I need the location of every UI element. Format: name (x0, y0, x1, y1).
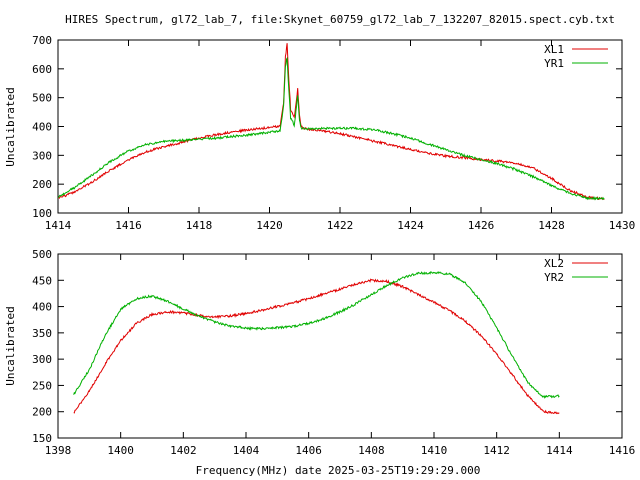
x-tick-label: 1402 (170, 444, 197, 457)
y-tick-label: 100 (32, 207, 52, 220)
top-spectrum-panel: 1414 1416 1418 1420 1422 1424 1426 1428 1430 100 2… (4, 34, 635, 232)
series-line-xl2 (73, 278, 560, 415)
y-tick-label: 450 (32, 274, 52, 287)
y-tick-label: 200 (32, 406, 52, 419)
x-tick-label: 1406 (295, 444, 322, 457)
y-axis-label: Uncalibrated (4, 306, 17, 385)
figure-title: HIRES Spectrum, gl72_lab_7, file:Skynet_… (65, 13, 615, 26)
y-axis-label: Uncalibrated (4, 87, 17, 166)
x-tick-label: 1404 (233, 444, 260, 457)
legend-label-xl2: XL2 (544, 257, 564, 270)
x-tick-label: 1400 (107, 444, 134, 457)
y-tick-label: 300 (32, 149, 52, 162)
x-tick-label: 1412 (483, 444, 510, 457)
x-tick-label: 1398 (45, 444, 72, 457)
y-tick-label: 500 (32, 92, 52, 105)
legend-label-xl1: XL1 (544, 43, 564, 56)
legend-label-yr2: YR2 (544, 271, 564, 284)
y-tick-label: 700 (32, 34, 52, 47)
x-tick-label: 1416 (115, 219, 142, 232)
x-tick-label: 1418 (186, 219, 213, 232)
x-axis-label: Frequency(MHz) date 2025-03-25T19:29:29.… (196, 464, 481, 477)
x-tick-label: 1414 (546, 444, 573, 457)
x-tick-label: 1414 (45, 219, 72, 232)
y-tick-label: 150 (32, 432, 52, 445)
bottom-spectrum-panel: 1398 1400 1402 1404 1406 1408 1410 1412 1414 1416… (4, 248, 635, 457)
x-tick-label: 1416 (609, 444, 636, 457)
series-line-yr2 (73, 270, 560, 399)
x-tick-label: 1420 (256, 219, 283, 232)
x-tick-label: 1428 (538, 219, 565, 232)
y-tick-label: 350 (32, 327, 52, 340)
y-tick-label: 200 (32, 178, 52, 191)
y-tick-label: 400 (32, 121, 52, 134)
series-line-xl1 (58, 43, 605, 201)
x-tick-label: 1422 (327, 219, 354, 232)
x-tick-label: 1430 (609, 219, 636, 232)
y-tick-label: 500 (32, 248, 52, 261)
x-tick-label: 1426 (468, 219, 495, 232)
series-line-yr1 (58, 56, 605, 201)
legend-label-yr1: YR1 (544, 57, 564, 70)
y-tick-label: 250 (32, 379, 52, 392)
y-tick-label: 600 (32, 63, 52, 76)
x-tick-label: 1424 (397, 219, 424, 232)
y-tick-label: 300 (32, 353, 52, 366)
plot-frame (57, 253, 623, 439)
x-tick-label: 1410 (421, 444, 448, 457)
x-tick-label: 1408 (358, 444, 385, 457)
y-tick-label: 400 (32, 301, 52, 314)
